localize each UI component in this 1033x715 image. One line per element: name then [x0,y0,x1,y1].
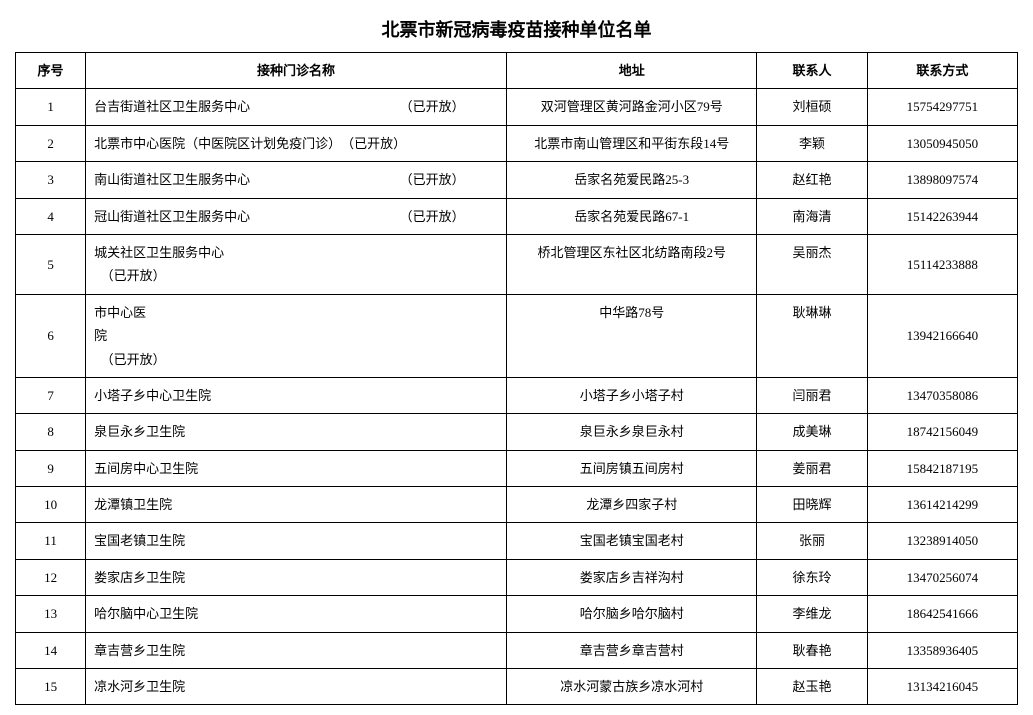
cell-name: 小塔子乡中心卫生院 [86,377,507,413]
cell-addr: 中华路78号 [506,294,757,377]
cell-contact: 徐东玲 [757,559,867,595]
cell-name: 凉水河乡卫生院 [86,669,507,705]
cell-name: 宝国老镇卫生院 [86,523,507,559]
cell-seq: 5 [16,234,86,294]
cell-phone: 13358936405 [867,632,1017,668]
cell-phone: 18642541666 [867,596,1017,632]
cell-contact: 耿春艳 [757,632,867,668]
cell-contact: 赵玉艳 [757,669,867,705]
cell-contact: 李颖 [757,125,867,161]
cell-contact: 姜丽君 [757,450,867,486]
cell-addr: 小塔子乡小塔子村 [506,377,757,413]
cell-name: 泉巨永乡卫生院 [86,414,507,450]
cell-addr: 北票市南山管理区和平街东段14号 [506,125,757,161]
col-phone: 联系方式 [867,53,1017,89]
cell-name: 城关社区卫生服务中心 （已开放） [86,234,507,294]
cell-seq: 6 [16,294,86,377]
table-row: 5城关社区卫生服务中心 （已开放）桥北管理区东社区北纺路南段2号吴丽杰15114… [16,234,1018,294]
table-row: 2北票市中心医院（中医院区计划免疫门诊） （已开放）北票市南山管理区和平街东段1… [16,125,1018,161]
cell-name: 哈尔脑中心卫生院 [86,596,507,632]
cell-seq: 14 [16,632,86,668]
cell-phone: 13134216045 [867,669,1017,705]
cell-phone: 13050945050 [867,125,1017,161]
table-row: 3南山街道社区卫生服务中心 （已开放）岳家名苑爱民路25-3赵红艳1389809… [16,162,1018,198]
cell-name: 台吉街道社区卫生服务中心 （已开放） [86,89,507,125]
table-row: 1台吉街道社区卫生服务中心 （已开放）双河管理区黄河路金河小区79号刘桓硕157… [16,89,1018,125]
cell-contact: 张丽 [757,523,867,559]
table-row: 6市中心医院 （已开放）中华路78号耿琳琳13942166640 [16,294,1018,377]
cell-addr: 龙潭乡四家子村 [506,487,757,523]
cell-addr: 章吉营乡章吉营村 [506,632,757,668]
table-header-row: 序号 接种门诊名称 地址 联系人 联系方式 [16,53,1018,89]
cell-phone: 15842187195 [867,450,1017,486]
cell-name: 娄家店乡卫生院 [86,559,507,595]
cell-phone: 15754297751 [867,89,1017,125]
cell-name: 北票市中心医院（中医院区计划免疫门诊） （已开放） [86,125,507,161]
cell-contact: 闫丽君 [757,377,867,413]
table-row: 15凉水河乡卫生院凉水河蒙古族乡凉水河村赵玉艳13134216045 [16,669,1018,705]
table-row: 9五间房中心卫生院五间房镇五间房村姜丽君15842187195 [16,450,1018,486]
cell-seq: 3 [16,162,86,198]
cell-phone: 15114233888 [867,234,1017,294]
cell-contact: 李维龙 [757,596,867,632]
cell-phone: 13942166640 [867,294,1017,377]
cell-contact: 耿琳琳 [757,294,867,377]
cell-addr: 宝国老镇宝国老村 [506,523,757,559]
cell-name: 冠山街道社区卫生服务中心 （已开放） [86,198,507,234]
cell-phone: 13470256074 [867,559,1017,595]
table-row: 10龙潭镇卫生院龙潭乡四家子村田晓辉13614214299 [16,487,1018,523]
table-row: 13哈尔脑中心卫生院哈尔脑乡哈尔脑村李维龙18642541666 [16,596,1018,632]
cell-name: 龙潭镇卫生院 [86,487,507,523]
table-body: 1台吉街道社区卫生服务中心 （已开放）双河管理区黄河路金河小区79号刘桓硕157… [16,89,1018,705]
cell-seq: 15 [16,669,86,705]
cell-name: 市中心医院 （已开放） [86,294,507,377]
cell-addr: 岳家名苑爱民路25-3 [506,162,757,198]
cell-addr: 五间房镇五间房村 [506,450,757,486]
cell-addr: 泉巨永乡泉巨永村 [506,414,757,450]
cell-name: 章吉营乡卫生院 [86,632,507,668]
table-row: 14章吉营乡卫生院章吉营乡章吉营村耿春艳13358936405 [16,632,1018,668]
cell-name: 南山街道社区卫生服务中心 （已开放） [86,162,507,198]
page-title: 北票市新冠病毒疫苗接种单位名单 [15,10,1018,52]
cell-seq: 7 [16,377,86,413]
cell-seq: 1 [16,89,86,125]
cell-phone: 13470358086 [867,377,1017,413]
cell-seq: 13 [16,596,86,632]
cell-contact: 赵红艳 [757,162,867,198]
col-contact: 联系人 [757,53,867,89]
table-row: 12娄家店乡卫生院娄家店乡吉祥沟村徐东玲13470256074 [16,559,1018,595]
cell-seq: 2 [16,125,86,161]
cell-contact: 成美琳 [757,414,867,450]
cell-contact: 田晓辉 [757,487,867,523]
vaccine-units-table: 序号 接种门诊名称 地址 联系人 联系方式 1台吉街道社区卫生服务中心 （已开放… [15,52,1018,705]
cell-addr: 岳家名苑爱民路67-1 [506,198,757,234]
col-addr: 地址 [506,53,757,89]
table-row: 11宝国老镇卫生院宝国老镇宝国老村张丽13238914050 [16,523,1018,559]
cell-phone: 13898097574 [867,162,1017,198]
cell-seq: 11 [16,523,86,559]
cell-addr: 双河管理区黄河路金河小区79号 [506,89,757,125]
cell-phone: 13238914050 [867,523,1017,559]
col-seq: 序号 [16,53,86,89]
cell-name: 五间房中心卫生院 [86,450,507,486]
cell-phone: 15142263944 [867,198,1017,234]
cell-seq: 12 [16,559,86,595]
cell-phone: 13614214299 [867,487,1017,523]
table-row: 4冠山街道社区卫生服务中心 （已开放）岳家名苑爱民路67-1南海清1514226… [16,198,1018,234]
cell-seq: 4 [16,198,86,234]
table-row: 7小塔子乡中心卫生院小塔子乡小塔子村闫丽君13470358086 [16,377,1018,413]
cell-contact: 吴丽杰 [757,234,867,294]
cell-addr: 娄家店乡吉祥沟村 [506,559,757,595]
cell-phone: 18742156049 [867,414,1017,450]
cell-seq: 8 [16,414,86,450]
cell-addr: 桥北管理区东社区北纺路南段2号 [506,234,757,294]
cell-addr: 哈尔脑乡哈尔脑村 [506,596,757,632]
col-name: 接种门诊名称 [86,53,507,89]
cell-seq: 9 [16,450,86,486]
table-row: 8泉巨永乡卫生院泉巨永乡泉巨永村成美琳18742156049 [16,414,1018,450]
cell-contact: 刘桓硕 [757,89,867,125]
cell-contact: 南海清 [757,198,867,234]
cell-addr: 凉水河蒙古族乡凉水河村 [506,669,757,705]
cell-seq: 10 [16,487,86,523]
